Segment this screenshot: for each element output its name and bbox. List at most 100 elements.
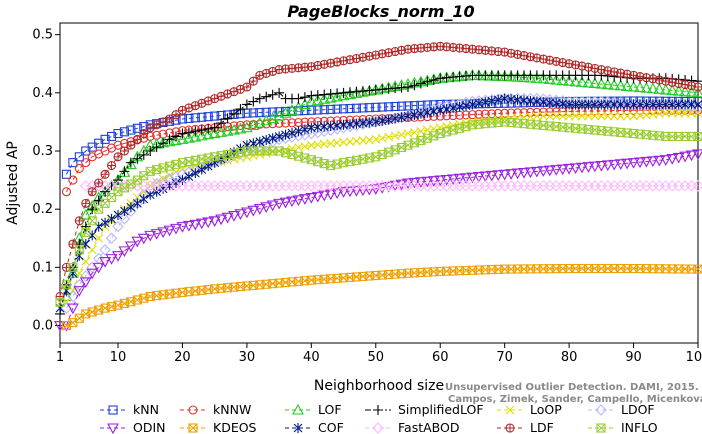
data-point: [273, 198, 286, 210]
data-point: [603, 111, 613, 121]
data-point: [363, 117, 376, 129]
data-point: [571, 111, 580, 121]
data-point: [693, 108, 702, 118]
data-point: [498, 169, 511, 181]
data-point: [274, 64, 284, 75]
data-point: [530, 72, 543, 83]
data-point: [176, 222, 189, 233]
data-point: [281, 118, 291, 128]
data-point: [344, 88, 356, 100]
data-point: [543, 165, 556, 177]
series-cof: [55, 93, 702, 314]
legend-label: SimplifiedLOF: [398, 402, 484, 417]
legend-marker: [595, 404, 607, 416]
legend-item-ldof: LDOF: [588, 402, 655, 417]
data-point: [125, 205, 137, 217]
data-point: [242, 82, 252, 92]
data-point: [480, 109, 490, 119]
x-tick-label: 80: [561, 350, 578, 365]
data-point: [415, 78, 426, 89]
data-point: [614, 79, 627, 91]
watermark-line-2: Campos, Zimek, Sander, Campello, Micenko…: [448, 394, 702, 405]
data-point: [132, 153, 143, 164]
data-point: [582, 162, 595, 173]
x-axis: 1 10 20 30 40 50 60 70 80 90 100: [56, 343, 702, 365]
data-point: [81, 198, 91, 208]
data-point: [577, 111, 587, 121]
data-point: [150, 229, 163, 240]
data-point: [197, 164, 207, 175]
data-point: [203, 112, 213, 122]
data-point: [313, 105, 323, 115]
data-point: [653, 155, 666, 167]
data-point: [461, 70, 471, 81]
data-point: [505, 70, 518, 82]
data-point: [81, 158, 91, 168]
data-point: [616, 99, 626, 110]
data-point: [576, 76, 588, 87]
data-point: [596, 64, 606, 75]
data-point: [370, 84, 381, 95]
data-point: [556, 164, 569, 176]
data-point: [300, 124, 310, 135]
data-point: [428, 75, 439, 86]
data-point: [158, 138, 169, 149]
data-point: [680, 108, 690, 118]
data-point: [609, 67, 619, 77]
data-point: [216, 118, 227, 129]
data-point: [518, 167, 530, 179]
data-point: [635, 99, 645, 110]
data-point: [493, 108, 503, 119]
data-point: [672, 152, 685, 164]
data-point: [247, 205, 260, 217]
data-point: [674, 99, 684, 110]
data-point: [679, 85, 692, 97]
data-point: [582, 76, 595, 88]
x-tick-label: 30: [239, 350, 256, 365]
data-point: [595, 77, 608, 89]
data-point: [311, 191, 324, 203]
legend-label: COF: [318, 420, 344, 434]
data-point: [485, 170, 498, 182]
legend-marker: [293, 423, 303, 433]
data-point: [152, 186, 162, 197]
data-point: [293, 93, 304, 104]
data-point: [176, 133, 189, 144]
data-point: [79, 270, 92, 282]
data-point: [338, 87, 349, 98]
data-point: [601, 78, 614, 90]
data-point: [511, 168, 524, 180]
data-point: [195, 218, 208, 230]
data-point: [119, 146, 129, 156]
data-point: [294, 126, 303, 137]
data-point: [131, 236, 144, 248]
data-point: [596, 99, 606, 110]
data-point: [667, 108, 677, 118]
data-point: [466, 172, 479, 184]
legend-label: ODIN: [133, 420, 166, 434]
legend-marker: [188, 423, 198, 433]
data-point: [235, 120, 245, 130]
data-point: [588, 77, 601, 89]
x-tick-label: 60: [432, 350, 449, 365]
data-point: [171, 110, 181, 120]
data-point: [687, 99, 696, 110]
data-point: [506, 108, 516, 118]
data-point: [692, 149, 702, 161]
data-point: [396, 82, 407, 93]
data-point: [493, 46, 503, 57]
legend-item-inflo: INFLO: [588, 420, 658, 434]
data-point: [125, 157, 136, 168]
data-point: [124, 158, 137, 170]
data-point: [68, 158, 78, 168]
data-point: [345, 103, 355, 114]
data-point: [113, 128, 123, 139]
data-point: [305, 95, 318, 107]
y-tick-label: 0.1: [32, 260, 53, 275]
data-point: [500, 108, 510, 118]
data-point: [622, 99, 632, 110]
data-point: [609, 99, 619, 110]
data-point: [550, 165, 563, 176]
data-point: [228, 123, 240, 135]
legend-label: kNNW: [213, 402, 251, 417]
